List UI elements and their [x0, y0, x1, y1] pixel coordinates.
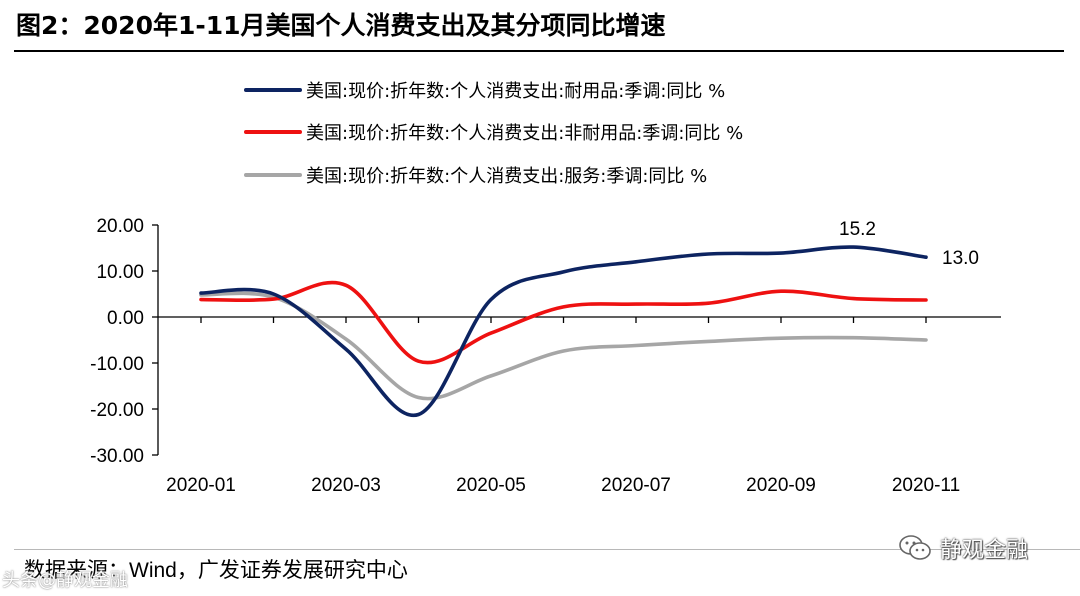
x-tick-label: 2020-03: [311, 475, 381, 496]
y-tick-label: 0.00: [107, 308, 144, 329]
y-tick-label: 20.00: [96, 216, 144, 237]
x-tick-label: 2020-11: [892, 475, 960, 496]
x-tick-label: 2020-01: [166, 475, 236, 496]
source-note: 数据来源：Wind，广发证券发展研究中心: [24, 553, 408, 587]
x-tick-label: 2020-05: [456, 475, 526, 496]
source-prefix: 数据来源：: [24, 558, 129, 582]
watermark-left: 头条@静观金融: [2, 570, 128, 591]
source-wind: Wind: [129, 559, 177, 582]
legend-label: 美国:现价:折年数:个人消费支出:服务:季调:同比 %: [306, 166, 707, 187]
watermark-text: 静观金融: [940, 538, 1029, 563]
series-layer: [199, 245, 928, 418]
x-tick-label: 2020-09: [746, 475, 816, 496]
annotation-layer: 15.2 13.0: [839, 219, 979, 269]
wechat-icon: [899, 535, 931, 560]
line-chart: 美国:现价:折年数:个人消费支出:耐用品:季调:同比 % 美国:现价:折年数:个人…: [90, 81, 1001, 496]
series-line: [199, 245, 928, 418]
y-tick-label: -20.00: [90, 400, 144, 421]
source-divider: [14, 549, 1080, 550]
source-suffix: ，广发证券发展研究中心: [176, 558, 408, 582]
series-line: [199, 280, 928, 365]
data-label: 13.0: [942, 248, 979, 269]
legend: 美国:现价:折年数:个人消费支出:耐用品:季调:同比 % 美国:现价:折年数:个人…: [244, 81, 743, 187]
x-tick-label: 2020-07: [601, 475, 671, 496]
watermark: 静观金融: [898, 528, 1028, 568]
legend-label: 美国:现价:折年数:个人消费支出:非耐用品:季调:同比 %: [306, 123, 743, 144]
legend-label: 美国:现价:折年数:个人消费支出:耐用品:季调:同比 %: [306, 81, 725, 102]
data-label: 15.2: [839, 219, 876, 240]
y-tick-label: -30.00: [90, 446, 144, 467]
y-tick-label: -10.00: [90, 354, 144, 375]
y-tick-label: 10.00: [96, 262, 144, 283]
axes: 20.00 10.00 0.00 -10.00 -20.00 -30.00 2020-01 2…: [90, 216, 1001, 496]
title-divider: [14, 50, 1064, 52]
series-line: [199, 291, 928, 401]
chart-title: 图2：2020年1-11月美国个人消费支出及其分项同比增速: [16, 11, 666, 40]
